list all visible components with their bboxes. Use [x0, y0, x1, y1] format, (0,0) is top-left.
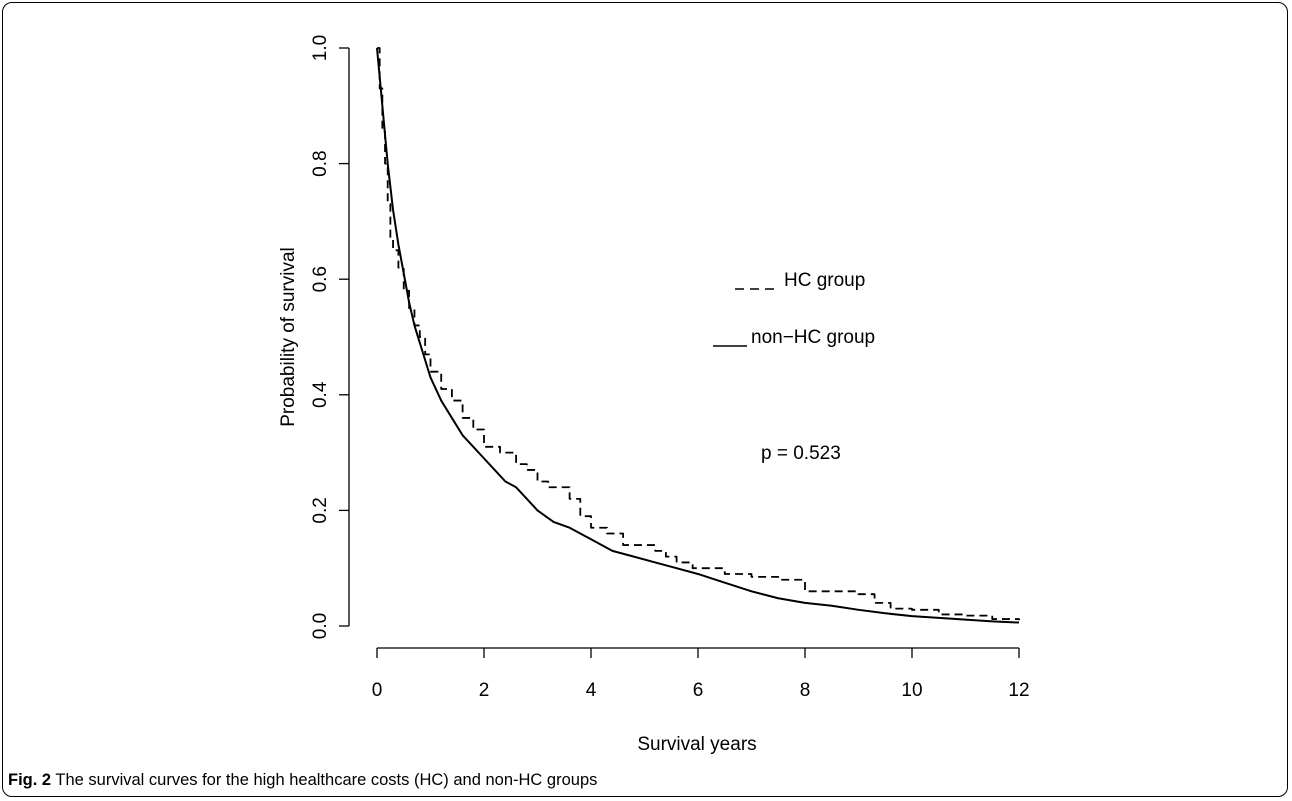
x-tick-label: 2 [479, 680, 490, 701]
figure-caption: Fig. 2 The survival curves for the high … [8, 771, 597, 790]
x-tick-label: 12 [1008, 680, 1029, 701]
x-axis-label: Survival years [637, 734, 756, 755]
x-tick-label: 10 [901, 680, 922, 701]
axes: 0 2 4 6 8 10 12 0.0 0.2 0.4 0.6 0.8 1.0 [310, 35, 1030, 701]
y-tick-label: 0.0 [310, 613, 331, 639]
x-tick-label: 8 [800, 680, 811, 701]
x-tick-label: 4 [586, 680, 597, 701]
legend-label-non-hc: non−HC group [751, 327, 875, 348]
caption-text: The survival curves for the high healthc… [51, 771, 598, 789]
y-tick-label: 0.4 [310, 381, 331, 408]
p-value-annotation: p = 0.523 [761, 443, 841, 464]
legend: HC group non−HC group [713, 270, 875, 348]
y-tick-label: 1.0 [310, 35, 331, 61]
y-tick-label: 0.2 [310, 497, 331, 523]
x-tick-label: 0 [372, 680, 383, 701]
curves [376, 47, 1020, 624]
y-tick-label: 0.6 [310, 266, 331, 292]
y-axis-label: Probability of survival [278, 247, 299, 427]
x-tick-label: 6 [693, 680, 704, 701]
y-tick-label: 0.8 [310, 150, 331, 176]
caption-label: Fig. 2 [8, 771, 52, 789]
hc-group-curve [377, 47, 1020, 621]
legend-label-hc: HC group [784, 270, 865, 291]
non-hc-group-curve [376, 47, 1020, 624]
